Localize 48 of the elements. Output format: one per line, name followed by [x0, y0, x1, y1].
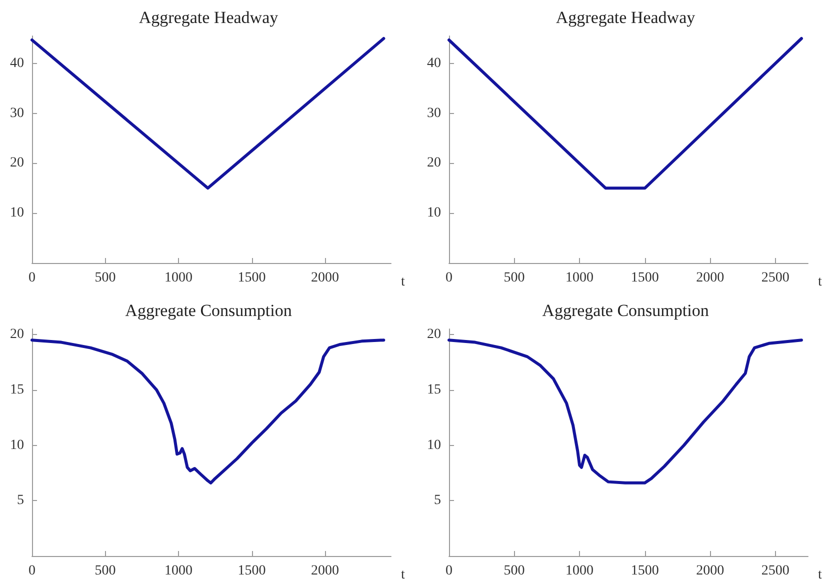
y-tick-label: 5	[434, 493, 441, 508]
x-tick-label: 0	[28, 270, 36, 286]
x-tick-label: 2000	[311, 270, 340, 286]
x-axis-title: t	[401, 568, 405, 582]
y-tick-label: 40	[427, 56, 441, 71]
x-tick-label: 2500	[761, 270, 790, 286]
x-tick-label: 0	[446, 270, 452, 286]
y-tick-label: 10	[10, 438, 24, 453]
x-tick-label: 1000	[566, 270, 594, 286]
y-tick-label: 15	[427, 382, 441, 398]
line-series	[448, 338, 803, 484]
x-tick-label: 2000	[311, 564, 340, 578]
y-tick-label: 30	[10, 106, 24, 121]
x-tick-label: 500	[94, 270, 116, 286]
y-tick-label: 20	[427, 327, 441, 342]
x-tick-label: 500	[94, 564, 116, 578]
chart-title: Aggregate Consumption	[542, 301, 710, 320]
x-tick-label: 0	[28, 564, 36, 578]
y-tick-label: 10	[427, 206, 441, 221]
y-tick-label: 5	[17, 493, 24, 508]
chart-title: Aggregate Headway	[556, 8, 696, 27]
x-tick-label: 1000	[566, 564, 594, 578]
x-axis-title: t	[401, 274, 405, 290]
x-tick-label: 1000	[164, 564, 193, 578]
x-tick-label: 1500	[630, 270, 659, 286]
x-tick-label: 2500	[761, 564, 790, 578]
x-tick-label: 2000	[696, 270, 724, 286]
y-tick-label: 20	[427, 156, 441, 171]
x-tick-label: 1500	[238, 564, 266, 578]
line-series	[30, 338, 386, 484]
x-tick-label: 500	[504, 564, 525, 578]
y-tick-label: 10	[427, 438, 441, 453]
y-tick-label: 20	[10, 327, 24, 342]
chart-title: Aggregate Headway	[138, 8, 279, 27]
x-tick-label: 1000	[164, 270, 193, 286]
x-axis-title: t	[818, 568, 822, 582]
x-tick-label: 1500	[238, 270, 266, 286]
y-tick-label: 30	[427, 106, 441, 121]
x-tick-label: 1500	[630, 564, 659, 578]
y-tick-label: 15	[10, 382, 24, 398]
y-tick-label: 10	[10, 206, 24, 221]
chart-title: Aggregate Consumption	[125, 301, 292, 320]
x-tick-label: 500	[504, 270, 525, 286]
x-tick-label: 2000	[696, 564, 724, 578]
y-tick-label: 40	[10, 56, 24, 71]
x-tick-label: 0	[446, 564, 452, 578]
x-axis-title: t	[818, 274, 822, 290]
y-tick-label: 20	[10, 156, 24, 171]
